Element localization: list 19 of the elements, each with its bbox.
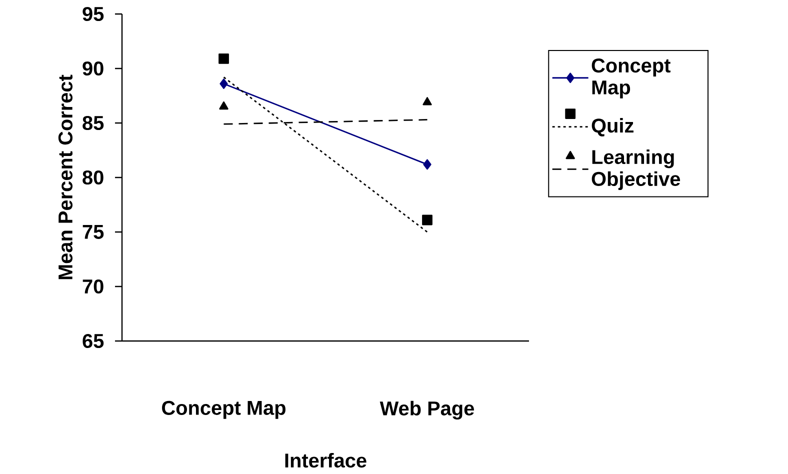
y-tick-label: 70 (82, 279, 104, 294)
point (422, 214, 432, 226)
x-axis-title: Interface (285, 452, 366, 468)
legend-label: Concept Map (592, 58, 670, 98)
y-tick-label: 95 (82, 6, 104, 21)
point (423, 159, 432, 170)
y-tick-label: 65 (82, 334, 104, 348)
y-tick-label: 90 (82, 61, 104, 76)
legend-label: Learning Objective (592, 149, 680, 190)
point (220, 78, 228, 89)
y-tick-label: 85 (82, 116, 104, 130)
y-axis-title: Mean Percent Correct (58, 74, 73, 280)
point (422, 96, 432, 106)
legend-label: Quiz (592, 118, 634, 136)
y-tick-label: 80 (82, 170, 104, 184)
y-tick-label: 75 (82, 224, 104, 239)
point (219, 101, 228, 110)
point (218, 53, 229, 64)
x-tick-label: Web Page (380, 400, 474, 420)
